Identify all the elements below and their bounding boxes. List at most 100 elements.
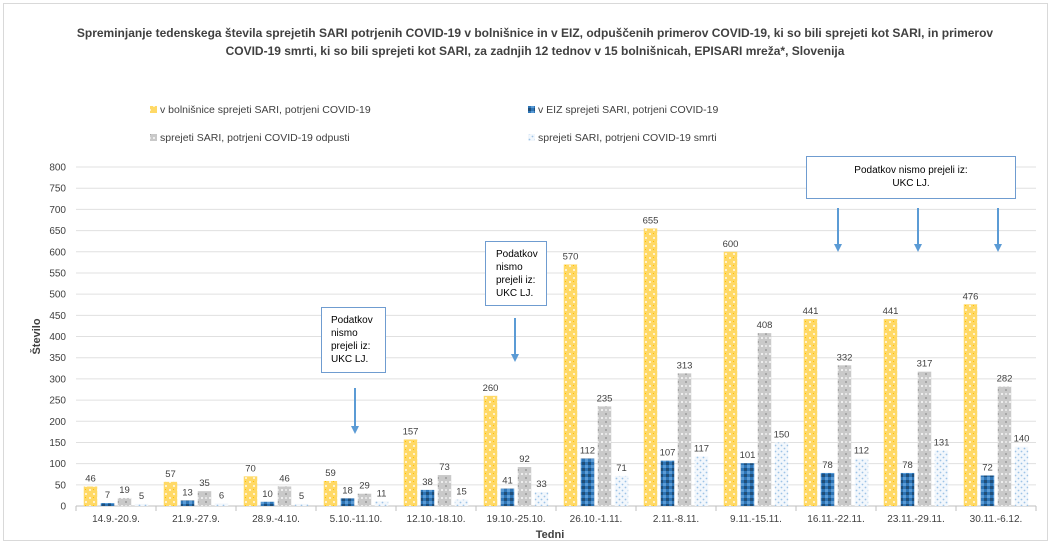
bar-series-1 — [723, 251, 738, 506]
bar-series-4 — [534, 492, 549, 506]
data-label: 140 — [1014, 434, 1030, 445]
data-label: 35 — [199, 478, 210, 489]
bar-series-3 — [357, 493, 372, 506]
y-tick-label: 150 — [49, 438, 66, 449]
legend-swatch — [150, 134, 157, 141]
data-label: 71 — [616, 463, 627, 474]
x-tick-label: 23.11.-29.11. — [887, 514, 944, 525]
x-tick-label: 26.10.-1.11. — [570, 514, 623, 525]
bar-series-1 — [803, 319, 818, 506]
data-label: 5 — [139, 491, 144, 502]
x-tick-label: 30.11.-6.12. — [970, 514, 1023, 525]
data-label: 92 — [519, 454, 530, 465]
x-axis-title: Tedni — [536, 529, 565, 541]
y-tick-label: 600 — [49, 247, 66, 258]
bar-series-4 — [134, 503, 149, 506]
data-label: 78 — [822, 460, 833, 471]
x-tick-label: 19.10.-25.10. — [487, 514, 546, 525]
data-label: 600 — [723, 239, 739, 250]
data-label: 313 — [677, 360, 693, 371]
data-label: 157 — [403, 426, 419, 437]
bar-series-4 — [614, 475, 629, 506]
data-label: 317 — [917, 359, 933, 370]
bar-series-3 — [677, 373, 692, 506]
annotation-line: UKC LJ. — [892, 178, 930, 189]
bar-series-1 — [163, 481, 178, 506]
annotation-line: prejeli iz: — [331, 341, 371, 352]
bar-series-2 — [980, 475, 995, 506]
data-label: 18 — [342, 485, 353, 496]
y-axis-title: Število — [30, 318, 43, 354]
data-label: 41 — [502, 476, 513, 487]
y-tick-label: 700 — [49, 205, 66, 216]
data-label: 655 — [643, 215, 659, 226]
data-label: 476 — [963, 291, 979, 302]
annotation-box: Podatkov nismo prejeli iz: UKC LJ. — [321, 307, 386, 373]
data-label: 112 — [854, 446, 869, 457]
bar-series-4 — [1014, 446, 1029, 506]
bar-series-2 — [180, 500, 195, 506]
data-label: 570 — [563, 251, 579, 262]
data-label: 59 — [325, 468, 336, 479]
x-tick-label: 16.11.-22.11. — [807, 514, 864, 525]
bar-series-3 — [437, 475, 452, 506]
legend-label: v EIZ sprejeti SARI, potrjeni COVID-19 — [538, 104, 718, 116]
annotation-line: Podatkov — [331, 315, 373, 326]
legend-swatch — [150, 106, 157, 113]
y-tick-label: 100 — [49, 459, 66, 470]
bar-series-3 — [117, 497, 132, 506]
data-label: 131 — [934, 437, 950, 448]
bar-series-3 — [197, 491, 212, 506]
y-tick-label: 400 — [49, 332, 66, 343]
annotation-line: UKC LJ. — [331, 354, 369, 365]
bar-series-4 — [934, 450, 949, 506]
bar-series-2 — [580, 458, 595, 506]
bar-series-1 — [83, 486, 98, 506]
data-label: 13 — [182, 487, 193, 498]
bar-series-3 — [997, 386, 1012, 506]
data-label: 46 — [279, 474, 290, 485]
chart-title: Spreminjanje tedenskega števila sprejeti… — [76, 26, 994, 58]
y-tick-label: 500 — [49, 290, 66, 301]
bar-series-4 — [374, 501, 389, 506]
bar-series-1 — [643, 228, 658, 506]
annotation-box: Podatkov nismo prejeli iz: UKC LJ. — [806, 156, 1016, 199]
x-tick-label: 5.10.-11.10. — [330, 514, 383, 525]
bar-series-2 — [900, 472, 915, 506]
y-tick-label: 750 — [49, 184, 66, 195]
bar-series-4 — [854, 458, 869, 506]
data-label: 112 — [580, 446, 595, 457]
data-label: 57 — [165, 469, 176, 480]
y-tick-label: 650 — [49, 226, 66, 237]
chart-frame — [3, 3, 1048, 541]
data-label: 282 — [997, 374, 1013, 385]
bar-series-3 — [277, 486, 292, 506]
data-label: 19 — [119, 485, 130, 496]
bar-series-4 — [454, 499, 469, 506]
bar-series-4 — [294, 503, 309, 506]
bar-series-2 — [420, 489, 435, 506]
y-tick-label: 50 — [55, 480, 67, 491]
data-label: 11 — [377, 488, 387, 499]
annotation-line: Podatkov nismo prejeli iz: — [854, 165, 968, 176]
bar-series-2 — [740, 463, 755, 506]
bar-series-4 — [774, 442, 789, 506]
bar-series-2 — [660, 460, 675, 506]
annotation-line: nismo — [331, 328, 358, 339]
bar-series-1 — [243, 476, 258, 506]
y-tick-label: 250 — [49, 396, 66, 407]
y-tick-label: 450 — [49, 311, 66, 322]
y-tick-label: 200 — [49, 417, 66, 428]
bar-series-3 — [757, 333, 772, 506]
y-tick-label: 300 — [49, 374, 66, 385]
x-tick-label: 2.11.-8.11. — [653, 514, 699, 525]
bar-series-1 — [483, 395, 498, 506]
data-label: 46 — [85, 474, 96, 485]
bar-series-2 — [100, 503, 115, 506]
bar-series-1 — [323, 480, 338, 506]
data-label: 101 — [740, 450, 756, 461]
bar-series-2 — [260, 501, 275, 506]
legend-label: sprejeti SARI, potrjeni COVID-19 smrti — [538, 132, 717, 144]
data-label: 6 — [219, 490, 224, 501]
